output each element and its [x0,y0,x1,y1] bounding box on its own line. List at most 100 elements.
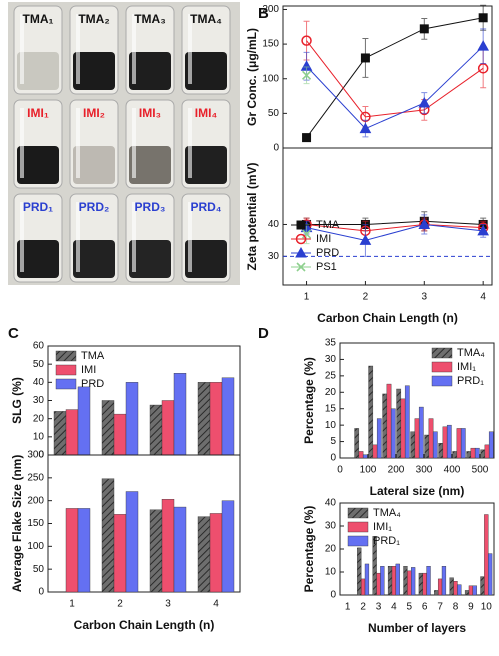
vial-liquid [17,52,59,90]
vial-label: IMI₁ [27,106,49,120]
bar [472,585,477,596]
y-tick-label: 60 [33,341,45,352]
marker [478,13,488,23]
y-tick-label: 50 [268,108,280,119]
x-tick-label: 10 [481,602,493,613]
x-tick-label: 2 [360,602,366,613]
bar [484,444,490,459]
bar [403,566,408,596]
vial-liquid [185,146,227,184]
y-tick-label: 50 [33,359,45,370]
vial-shine [132,14,136,84]
bar [437,578,443,596]
y-tick-label: 20 [33,413,45,424]
bar [470,447,476,459]
vial-shine [188,14,192,84]
legend-label: PRD₁ [457,375,484,387]
bar [480,576,485,596]
bar [438,443,444,459]
bar [376,572,381,596]
vial-shine [132,202,136,272]
bar [197,382,211,456]
x-tick-label: 1 [304,292,310,303]
bar [77,508,91,593]
vial-liquid [129,146,171,184]
vial-liquid [17,146,59,184]
bar [434,590,439,596]
x-tick-label: 4 [391,602,397,613]
panel-label: D [258,325,269,342]
bar [382,393,388,459]
bar [466,451,472,459]
bar [354,428,360,459]
vial-shine [132,108,136,178]
y-tick-label: 20 [325,387,337,398]
y-axis-label: SLG (%) [10,377,24,424]
marker [359,234,372,245]
y-tick-label: 5 [330,436,336,447]
marker [302,133,312,143]
bar [372,536,377,596]
legend-label: TMA₄ [373,507,401,519]
x-tick-label: 8 [453,602,459,613]
series-line [306,223,484,241]
vial-shine [20,108,24,178]
y-tick-label: 50 [33,564,45,575]
legend-label: TMA [81,350,105,362]
series-line [306,45,484,130]
y-axis-label: Percentage (%) [302,506,316,593]
vial-shine [76,202,80,272]
bar [452,451,458,459]
vial-label: PRD₃ [135,200,166,214]
bar [358,451,364,459]
vial-label: PRD₄ [190,200,221,214]
bar [173,373,187,456]
x-tick-label: 1 [345,602,351,613]
x-tick-label: 3 [165,599,171,610]
legend-swatch [431,361,453,373]
vial-liquid [73,52,115,90]
vial-label: TMA₃ [134,12,166,26]
bar [404,385,410,459]
marker [296,220,306,230]
marker [360,53,370,63]
vial-shine [20,14,24,84]
bar [380,566,385,596]
vial-shine [76,14,80,84]
y-axis-label: Zeta potential (mV) [245,162,259,270]
vial-liquid [185,52,227,90]
x-tick-label: 2 [117,599,123,610]
bar [442,426,448,459]
series-line [306,220,484,225]
y-tick-label: 40 [268,219,280,230]
legend-swatch [431,375,453,387]
bar [391,566,397,596]
y-tick-label: 300 [27,450,44,461]
y-tick-label: 10 [33,431,45,442]
marker [295,233,307,245]
bar [400,398,406,459]
legend-swatch [431,347,453,359]
y-tick-label: 30 [325,521,337,532]
bar [418,572,423,596]
x-tick-label: 7 [437,602,443,613]
bar [161,400,175,456]
bar [221,377,235,456]
x-tick-label: 100 [360,465,377,476]
y-tick-label: 20 [325,544,337,555]
bar [395,563,400,596]
bar [360,578,366,596]
bar [414,418,420,459]
bar [125,382,139,456]
vial-liquid [129,52,171,90]
x-tick-label: 400 [444,465,461,476]
x-tick-label: 500 [472,465,489,476]
bar [387,566,393,596]
legend-label: IMI [81,364,96,376]
bar [464,590,470,596]
vial-liquid [129,240,171,278]
marker [477,40,490,51]
legend-swatch [347,535,369,547]
legend-label: IMI [316,233,331,245]
